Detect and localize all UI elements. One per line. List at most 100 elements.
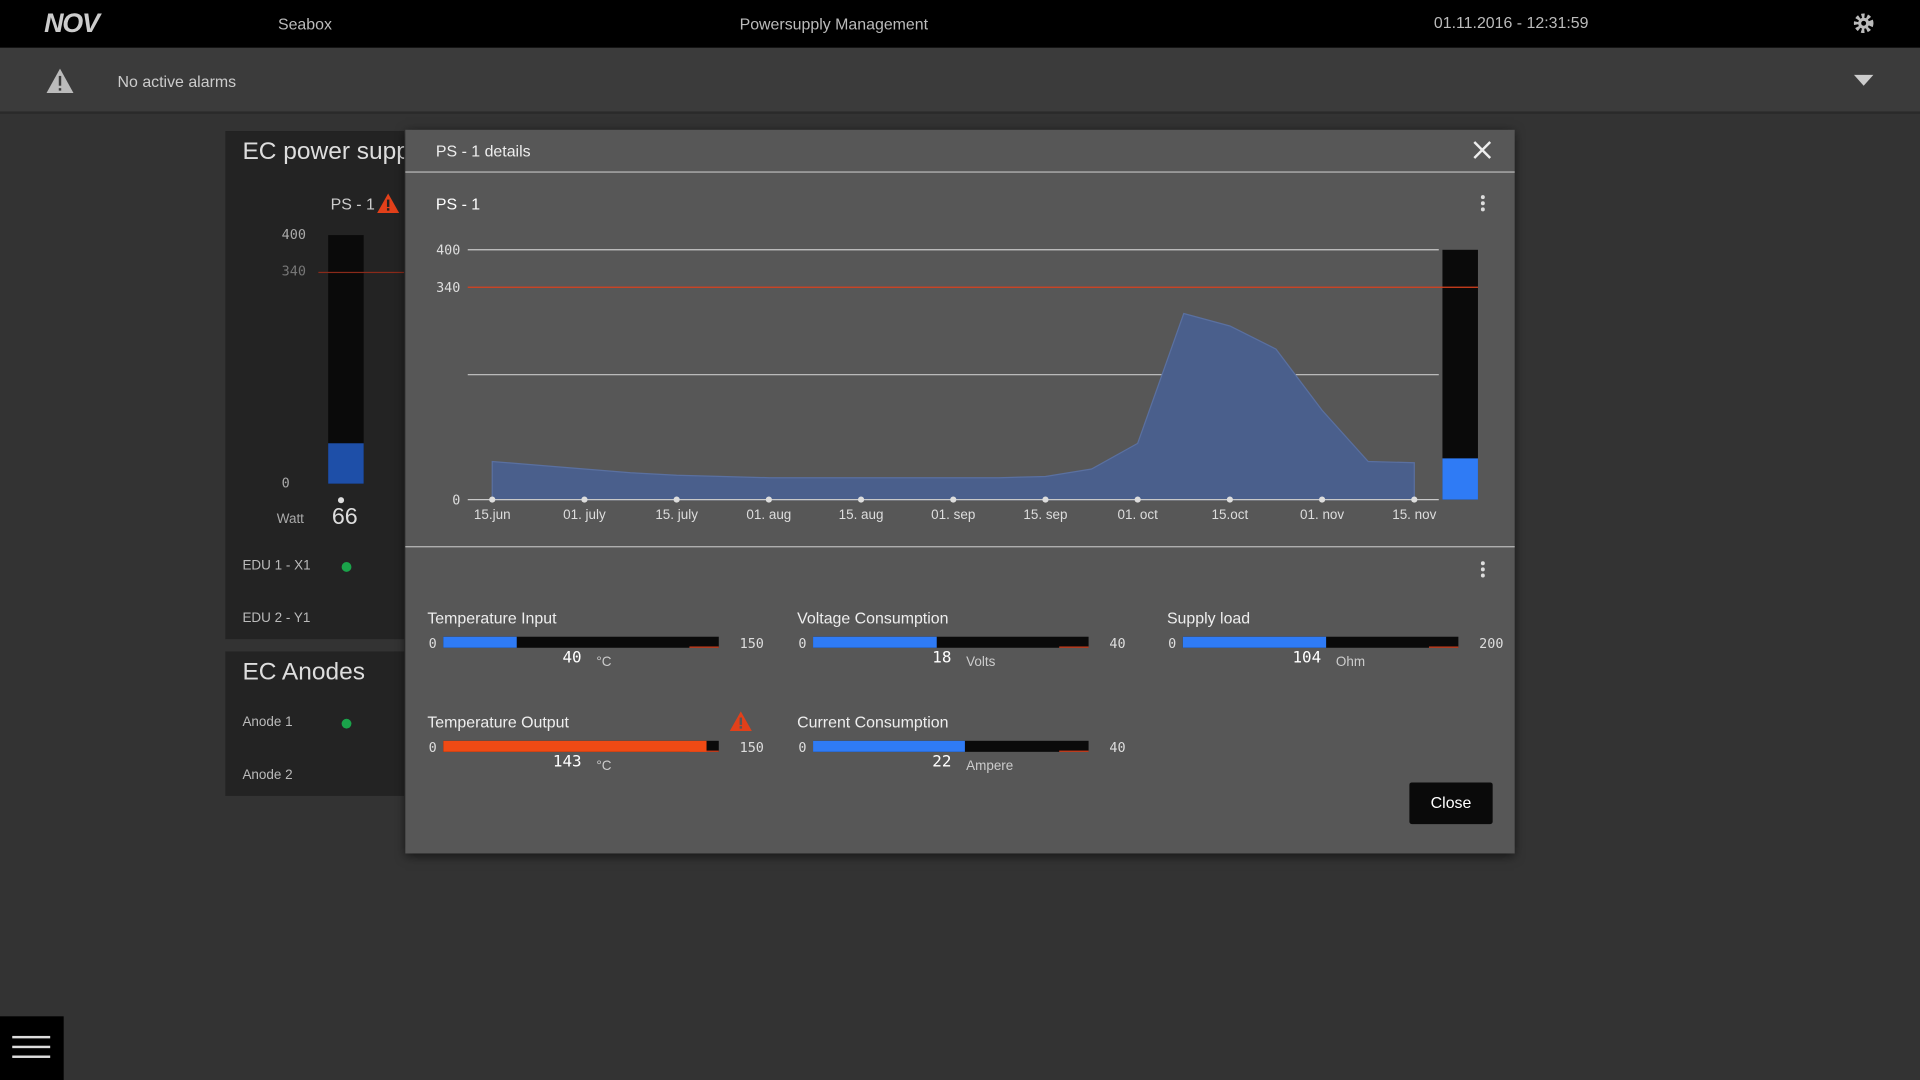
gauge-bar (1182, 636, 1327, 648)
divider (405, 546, 1515, 548)
threshold-label: 340 (436, 281, 460, 296)
gauge-value: 40 (562, 648, 582, 668)
gauge-bar (813, 740, 965, 752)
history-chart: 0 400 340 15.jun 01. july 15. july 01. aug 15. … (436, 244, 1478, 522)
gauge-unit: Ampere (966, 759, 1014, 774)
chart-title: PS - 1 (435, 194, 481, 214)
item-label: EDU 1 - X1 (242, 558, 311, 574)
chart-menu[interactable] (1478, 193, 1488, 213)
gauge-min: 0 (428, 635, 437, 652)
gauge-bar (813, 636, 938, 648)
y-tick-label: 400 (281, 226, 306, 243)
gauges-menu[interactable] (1478, 560, 1488, 580)
panel-title: EC Anodes (242, 658, 365, 686)
threshold-label: 340 (281, 263, 306, 280)
threshold-line (318, 272, 405, 274)
x-tick-label: 15. nov (1392, 507, 1436, 522)
alarm-bar (0, 47, 1920, 114)
bar-track (328, 235, 364, 484)
page-title: Powersupply Management (739, 14, 929, 34)
warning-icon (729, 711, 752, 732)
dialog-close-icon[interactable] (1473, 141, 1492, 159)
gauge-bar (443, 636, 517, 648)
x-tick-label: 01. july (563, 507, 606, 522)
gauge-value: 18 (932, 648, 952, 668)
gauge-max: 150 (739, 739, 764, 756)
x-tick-label: 01. nov (1300, 507, 1344, 522)
details-dialog: PS - 1 details PS - 1 0 400 340 15.jun 01. j… (405, 129, 1515, 854)
gauge-label: Temperature Output (427, 712, 569, 732)
x-tick-label: 01. sep (931, 507, 975, 522)
gauge-min: 0 (428, 739, 437, 756)
dialog-title: PS - 1 details (435, 142, 531, 161)
y-tick-label: 400 (436, 244, 460, 259)
gauge-unit: Volts (966, 655, 996, 670)
gauge-min: 0 (798, 739, 807, 756)
divider (405, 171, 1515, 173)
x-tick-dot (950, 496, 957, 503)
menu-line (12, 1035, 51, 1039)
panel-title: EC power supply (242, 138, 404, 166)
menu-line (12, 1045, 51, 1049)
alarm-icon (46, 68, 74, 94)
alarm-message: No active alarms (117, 72, 237, 91)
gauge-limit (689, 646, 719, 648)
y-tick-label: 0 (281, 475, 290, 492)
value-bar (328, 442, 364, 484)
gauge-value: 22 (932, 753, 952, 772)
x-tick-label: 15.jun (474, 507, 511, 522)
gauge-max: 40 (1109, 635, 1126, 652)
menu-line (12, 1055, 51, 1058)
x-tick-dot (489, 496, 496, 503)
x-tick-dot (581, 496, 588, 503)
logo: NOV (44, 7, 100, 38)
x-tick-dot (858, 496, 865, 503)
status-indicator (341, 562, 352, 572)
x-tick-dot (1226, 496, 1233, 503)
item-label: Anode 1 (242, 715, 293, 730)
gauge-min: 0 (1168, 635, 1177, 652)
unit-label: Watt (276, 511, 304, 527)
area (491, 312, 1415, 501)
x-tick-label: 15.oct (1212, 507, 1249, 522)
x-tick-dot (1134, 496, 1141, 503)
gauge-bar (443, 740, 706, 752)
x-tick-label: 01. aug (746, 507, 791, 522)
power-panel: EC power supply PS - 1 0 400 340 Watt 66 EDU 1 … (225, 131, 405, 640)
gauge-max: 150 (739, 635, 764, 652)
gauge-max: 200 (1479, 635, 1504, 652)
gauge-track (813, 636, 1089, 648)
x-tick-dot (673, 496, 680, 503)
status-indicator (341, 718, 352, 729)
menu-button[interactable] (0, 1016, 64, 1080)
gauge-unit: Ohm (1335, 655, 1366, 670)
gauge-label: Supply load (1166, 608, 1251, 627)
datetime: 01.11.2016 - 12:31:59 (1433, 13, 1589, 32)
item-label: Anode 2 (242, 767, 293, 783)
gauge-min: 0 (798, 635, 807, 652)
current-track (1442, 249, 1478, 500)
settings-icon[interactable] (1853, 12, 1875, 34)
y-tick-label: 0 (452, 493, 460, 508)
x-tick-dot (1411, 496, 1418, 503)
item-label: EDU 2 - Y1 (242, 611, 311, 626)
x-tick-label: 15. aug (839, 507, 884, 522)
value-dot (337, 497, 345, 504)
x-tick-dot (1042, 496, 1049, 503)
gauge-label: Current Consumption (797, 712, 949, 732)
anodes-panel: EC Anodes Anode 1 Anode 2 (225, 651, 405, 796)
x-tick-label: 01. oct (1117, 507, 1158, 522)
value-label: 66 (331, 504, 358, 531)
gauge-value: 104 (1292, 648, 1322, 668)
gauge-label: Voltage Consumption (797, 608, 949, 627)
gauge-unit: °C (596, 655, 612, 670)
alarm-expand[interactable] (1853, 74, 1874, 87)
close-button[interactable]: Close (1409, 782, 1493, 825)
gauge-limit (1428, 646, 1459, 648)
gauge-limit (1059, 750, 1089, 752)
x-tick-label: 15. july (655, 507, 698, 522)
gauge-value: 143 (552, 753, 582, 772)
gauge-unit: °C (596, 759, 612, 774)
x-tick-label: 15. sep (1023, 507, 1067, 522)
